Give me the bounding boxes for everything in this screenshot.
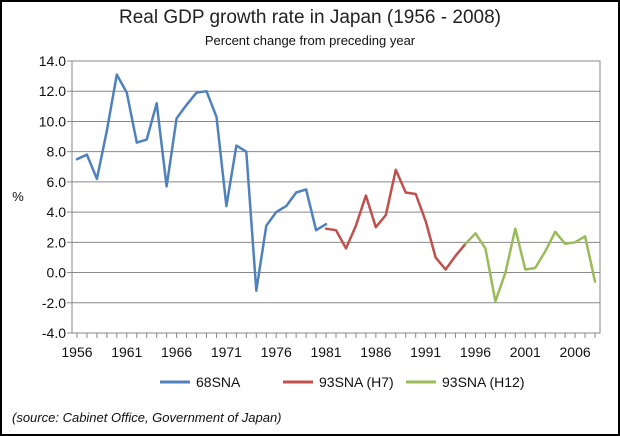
y-tick-label: 6.0: [47, 174, 67, 190]
legend-label-2: 93SNA (H7): [319, 374, 394, 390]
x-tick-label: 1996: [460, 344, 491, 360]
y-tick-label: 2.0: [47, 234, 67, 250]
chart-title: Real GDP growth rate in Japan (1956 - 20…: [119, 7, 501, 28]
x-tick-label: 1971: [211, 344, 242, 360]
source-note: (source: Cabinet Office, Government of J…: [12, 410, 282, 425]
y-tick-label: 0.0: [47, 265, 67, 281]
plot-area: [71, 60, 601, 334]
y-tick-label: 8.0: [47, 144, 67, 160]
x-tick-label: 2006: [560, 344, 591, 360]
legend: 68SNA 93SNA (H7) 93SNA (H12): [160, 374, 524, 390]
y-tick-label: 4.0: [47, 204, 67, 220]
y-tick-label: 12.0: [39, 83, 66, 99]
series-line-2: [324, 168, 467, 271]
chart-subtitle: Percent change from preceding year: [204, 33, 416, 48]
x-tick-label: 1976: [261, 344, 292, 360]
legend-label-1: 68SNA: [196, 374, 241, 390]
axes: 14.0 12.0 10.0 8.0 6.0 4.0 2.0 0.0 -2.0 -4.0% 1956…: [12, 53, 601, 360]
series-line-1: [75, 73, 328, 292]
y-tick-label: 14.0: [39, 53, 66, 69]
gridlines: [72, 60, 600, 334]
x-tick-label: 1966: [161, 344, 192, 360]
y-tick-label: 10.0: [39, 113, 66, 129]
x-tick-label: 1961: [111, 344, 142, 360]
legend-label-3: 93SNA (H12): [442, 374, 524, 390]
y-tick-label: -2.0: [42, 295, 66, 311]
x-tick-label: 1956: [61, 344, 92, 360]
y-tick-label: -4.0: [42, 325, 66, 341]
series-lines: [75, 73, 597, 303]
x-tick-label: 1986: [360, 344, 391, 360]
x-tick-label: 2001: [510, 344, 541, 360]
series-line-3: [464, 227, 597, 303]
x-tick-label: 1981: [310, 344, 341, 360]
y-axis-label: %: [12, 189, 24, 204]
x-tick-label: 1991: [410, 344, 441, 360]
